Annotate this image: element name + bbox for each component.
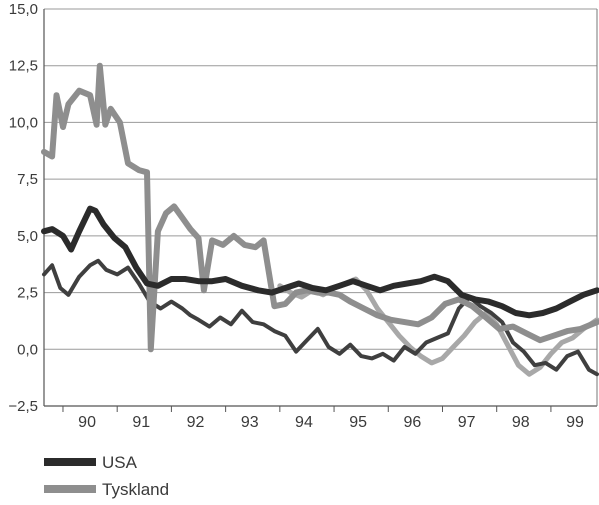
- y-tick-label: 7,5: [17, 171, 38, 188]
- x-tick-label: 95: [349, 414, 367, 431]
- axis-layer: [43, 9, 598, 412]
- x-tick-label: 92: [187, 414, 205, 431]
- series-line-1: [41, 62, 599, 353]
- x-tick-label: 98: [512, 414, 530, 431]
- series-layer: [41, 62, 599, 377]
- grid-layer: [44, 8, 597, 350]
- y-tick-label: 12,5: [9, 58, 38, 75]
- x-tick-label: 93: [241, 414, 259, 431]
- legend-label-1: Tyskland: [102, 480, 169, 499]
- x-tick-label: 99: [566, 414, 584, 431]
- y-tick-label: −2,5: [8, 398, 38, 415]
- x-tick-label: 96: [403, 414, 421, 431]
- y-tick-label: 0,0: [17, 341, 38, 358]
- y-tick-label: 5,0: [17, 228, 38, 245]
- x-tick-label: 94: [295, 414, 313, 431]
- x-tick-label: 97: [458, 414, 476, 431]
- label-layer: −2,5 0,0 2,5 5,0 7,5 10,0 12,5 15,0 90 91 92 93 94 95…: [8, 1, 584, 431]
- legend-label-0: USA: [102, 453, 138, 472]
- x-tick-label: 91: [132, 414, 150, 431]
- y-tick-label: 10,0: [9, 114, 38, 131]
- x-tick-label: 90: [78, 414, 96, 431]
- y-tick-label: 15,0: [9, 1, 38, 18]
- series-line-0: [41, 205, 599, 319]
- legend: USA Tyskland: [44, 453, 169, 499]
- y-tick-label: 2,5: [17, 285, 38, 302]
